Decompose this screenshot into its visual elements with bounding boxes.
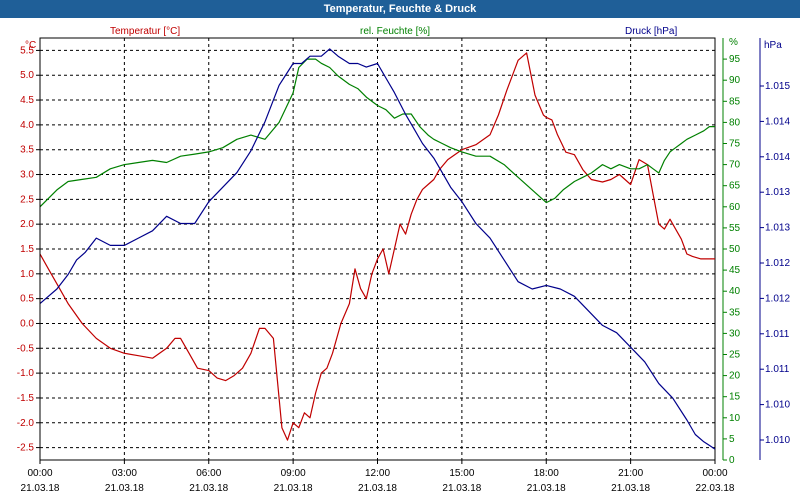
x-tick-date: 21.03.18: [442, 483, 481, 494]
chart: Temperatur [°C] rel. Feuchte [%] Druck […: [17, 26, 791, 494]
x-tick-time: 06:00: [196, 468, 221, 479]
x-tick-date: 21.03.18: [189, 483, 228, 494]
temperature-tick-label: 2.0: [20, 219, 34, 230]
series-line-temperature: [39, 52, 715, 441]
humidity-tick-label: 65: [729, 181, 741, 192]
x-tick-time: 21:00: [618, 468, 643, 479]
humidity-tick-label: 90: [729, 75, 741, 86]
humidity-tick-label: 45: [729, 265, 741, 276]
humidity-tick-label: 10: [729, 413, 741, 424]
x-tick-date: 21.03.18: [358, 483, 397, 494]
humidity-axis-label: rel. Feuchte [%]: [360, 26, 430, 37]
pressure-tick-label: 1.011: [765, 329, 790, 340]
x-tick-date: 21.03.18: [611, 483, 650, 494]
humidity-tick-label: 55: [729, 223, 741, 234]
x-tick-date: 22.03.18: [696, 483, 735, 494]
temperature-tick-label: 4.0: [20, 120, 34, 131]
pressure-tick-label: 1.011: [765, 364, 790, 375]
temperature-tick-label: 0.0: [20, 318, 34, 329]
temperature-tick-label: 1.0: [20, 269, 34, 280]
temperature-unit-label: °C: [25, 40, 36, 51]
humidity-tick-label: 5: [729, 434, 735, 445]
series-line-pressure: [39, 48, 716, 450]
pressure-axis-label: Druck [hPa]: [625, 26, 677, 37]
pressure-tick-label: 1.012: [765, 258, 790, 269]
x-tick-date: 21.03.18: [105, 483, 144, 494]
humidity-tick-label: 20: [729, 371, 741, 382]
x-tick-time: 15:00: [449, 468, 474, 479]
x-tick-date: 21.03.18: [274, 483, 313, 494]
temperature-tick-label: -0.5: [17, 343, 35, 354]
temperature-tick-label: -2.5: [17, 443, 35, 454]
pressure-tick-label: 1.014: [765, 116, 790, 127]
humidity-tick-label: 95: [729, 54, 741, 65]
temperature-tick-label: 1.5: [20, 244, 34, 255]
humidity-tick-label: 60: [729, 202, 741, 213]
temperature-tick-label: 5.5: [20, 45, 34, 56]
humidity-top-label: %: [729, 37, 738, 48]
x-tick-time: 09:00: [281, 468, 306, 479]
pressure-tick-label: 1.014: [765, 152, 790, 163]
humidity-tick-label: 70: [729, 160, 741, 171]
humidity-tick-label: 75: [729, 139, 741, 150]
temperature-tick-label: 3.5: [20, 145, 34, 156]
temperature-tick-label: 5.0: [20, 70, 34, 81]
humidity-tick-label: 85: [729, 96, 741, 107]
x-tick-time: 00:00: [702, 468, 727, 479]
humidity-tick-label: 15: [729, 392, 741, 403]
pressure-tick-label: 1.012: [765, 293, 790, 304]
temperature-axis-label: Temperatur [°C]: [110, 26, 180, 37]
tick-labels: 5.5 5.0 4.5 4.0 3.5 3.0 2.5 2.0 1.5 1.0 0.5 0.0 -0.5…: [17, 37, 791, 494]
x-tick-time: 00:00: [27, 468, 52, 479]
pressure-tick-label: 1.010: [765, 435, 790, 446]
temperature-tick-label: -1.0: [17, 368, 35, 379]
x-tick-time: 18:00: [534, 468, 559, 479]
temperature-tick-label: 3.0: [20, 170, 34, 181]
pressure-tick-label: 1.013: [765, 223, 790, 234]
pressure-tick-label: 1.015: [765, 81, 790, 92]
humidity-tick-label: 35: [729, 307, 741, 318]
humidity-tick-label: 0: [729, 455, 735, 466]
humidity-tick-label: 50: [729, 244, 741, 255]
pressure-tick-label: 1.013: [765, 187, 790, 198]
humidity-tick-label: 30: [729, 328, 741, 339]
temperature-tick-label: 0.5: [20, 294, 34, 305]
humidity-tick-label: 80: [729, 117, 741, 128]
temperature-tick-label: 2.5: [20, 194, 34, 205]
x-tick-time: 03:00: [112, 468, 137, 479]
pressure-tick-label: 1.010: [765, 400, 790, 411]
humidity-tick-label: 25: [729, 350, 741, 361]
temperature-tick-label: 4.5: [20, 95, 34, 106]
humidity-tick-label: 40: [729, 286, 741, 297]
series-line-humidity: [39, 58, 715, 208]
pressure-unit-label: hPa: [764, 40, 782, 51]
window-title: Temperatur, Feuchte & Druck: [0, 0, 800, 18]
temperature-tick-label: -2.0: [17, 418, 35, 429]
grid: [40, 38, 715, 460]
temperature-tick-label: -1.5: [17, 393, 35, 404]
x-tick-date: 21.03.18: [527, 483, 566, 494]
series-lines: [39, 48, 716, 450]
x-tick-time: 12:00: [365, 468, 390, 479]
x-tick-date: 21.03.18: [21, 483, 60, 494]
